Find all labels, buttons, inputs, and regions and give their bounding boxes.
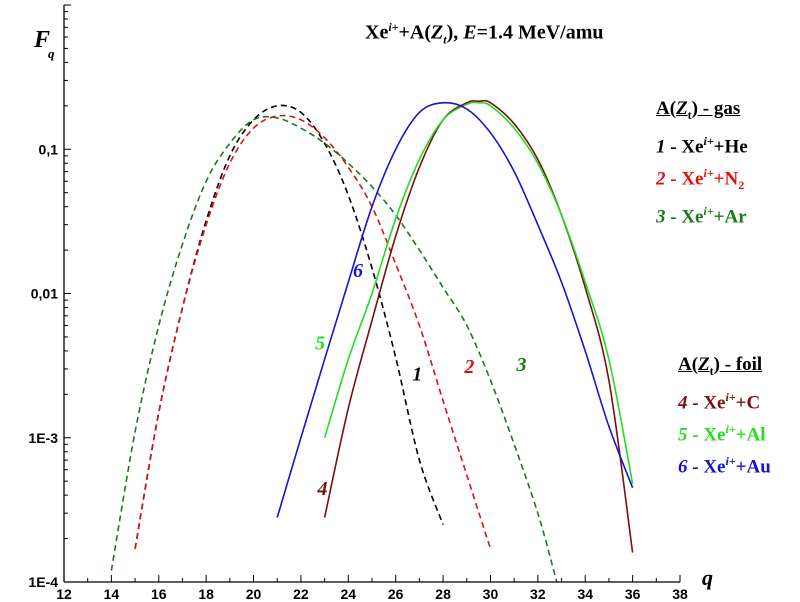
series-3-label: 3 — [516, 354, 527, 376]
legend-foil-entry-5: 5 - Xei++Al — [678, 422, 766, 446]
x-tick-label: 20 — [246, 586, 262, 602]
curve-labels-layer: 1 2 3 4 5 6 — [315, 260, 526, 500]
series-1-label: 1 — [412, 363, 422, 385]
y-tick-label: 1E-4 — [28, 574, 58, 590]
legend-gas-entry-1: 1 - Xei++He — [656, 133, 748, 158]
series-2-label: 2 — [463, 356, 474, 378]
y-tick-label: 0,1 — [39, 141, 59, 157]
x-tick-label: 12 — [56, 586, 72, 602]
x-tick-label: 30 — [483, 586, 499, 602]
legend-gas-heading: A(Zt) - gas — [656, 98, 741, 122]
y-tick-label: 0,01 — [31, 286, 58, 302]
series-3-line — [110, 115, 558, 583]
legend-gas: A(Zt) - gas 1 - Xei++He 2 - Xei++N2 3 - Xe… — [656, 96, 748, 231]
legend-gas-entry-2: 2 - Xei++N2 — [656, 166, 745, 193]
series-1-line — [134, 104, 444, 549]
legend-foil-entry-4: 4 - Xei++C — [678, 389, 761, 414]
series-2-line — [134, 114, 492, 550]
series-6-line — [276, 101, 634, 518]
legend-foil: A(Zt) - foil 4 - Xei++C 5 - Xei++Al 6 - Xe… — [678, 352, 771, 481]
axes-layer: 12 14 16 18 20 22 24 26 28 30 32 34 36 380,10,011E-31… — [28, 4, 713, 602]
x-tick-label: 38 — [672, 586, 688, 602]
y-tick-label: 1E-3 — [28, 430, 58, 446]
legend-gas-items: 1 - Xei++He 2 - Xei++N2 3 - Xei++Ar — [656, 128, 748, 231]
chart-title: Xei++A(Zt), E=1.4 MeV/amu — [365, 20, 604, 47]
series-6-label: 6 — [353, 260, 363, 282]
legend-foil-entry-6: 6 - Xei++Au — [678, 454, 771, 478]
x-tick-label: 14 — [104, 586, 120, 602]
x-tick-label: 18 — [198, 586, 214, 602]
x-tick-label: 16 — [151, 586, 167, 602]
legend-foil-heading: A(Zt) - foil — [678, 354, 763, 378]
x-tick-label: 22 — [293, 586, 309, 602]
series-4-line — [323, 99, 634, 553]
x-tick-label: 32 — [530, 586, 546, 602]
x-tick-label: 28 — [435, 586, 451, 602]
series-5-label: 5 — [315, 332, 325, 354]
x-tick-label: 24 — [341, 586, 357, 602]
legend-foil-items: 4 - Xei++C 5 - Xei++Al 6 - Xei++Au — [678, 384, 771, 481]
series-layer — [110, 99, 634, 583]
x-tick-label: 34 — [577, 586, 593, 602]
legend-gas-entry-3: 3 - Xei++Ar — [656, 204, 747, 228]
y-axis-label-subscript: q — [48, 46, 55, 61]
x-axis-label: q — [702, 565, 713, 590]
x-tick-label: 36 — [625, 586, 641, 602]
series-5-line — [323, 101, 634, 484]
x-tick-label: 26 — [388, 586, 404, 602]
y-axis-label: F — [33, 27, 50, 53]
series-4-label: 4 — [317, 478, 328, 500]
